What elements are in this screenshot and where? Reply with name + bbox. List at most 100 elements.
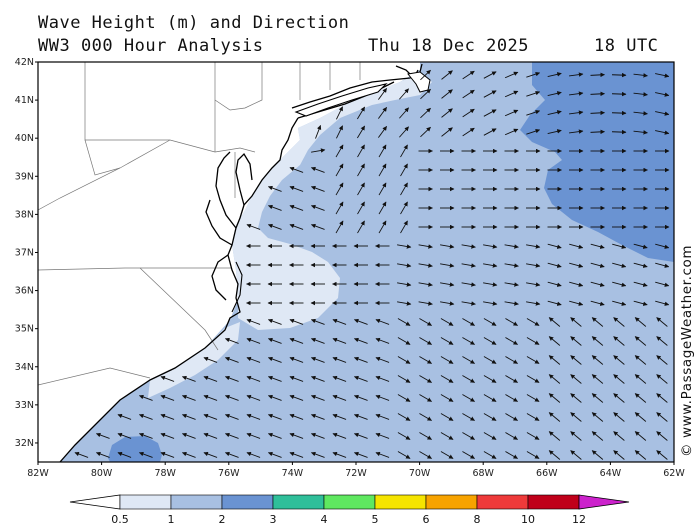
wave-arrow — [397, 244, 412, 249]
wave-arrow — [505, 394, 518, 402]
wave-arrow — [634, 393, 647, 403]
wave-arrow — [224, 394, 239, 401]
wave-arrow — [356, 106, 366, 120]
wave-arrow — [289, 318, 304, 325]
wave-arrow — [335, 220, 344, 234]
wave-arrow — [462, 451, 475, 459]
wave-arrow — [400, 144, 408, 158]
wave-arrow — [267, 375, 282, 382]
lat-tick-label: 33N — [15, 400, 34, 411]
lon-tick-label: 64W — [600, 468, 622, 479]
wave-arrow — [634, 450, 647, 460]
wave-arrow — [289, 432, 304, 439]
wave-arrow — [332, 432, 347, 439]
longitude-axis: 82W 80W 78W 76W 74W 72W 70W 68W 66W 64W 62W — [27, 462, 685, 479]
wave-arrow — [246, 375, 261, 382]
wave-arrow — [181, 375, 196, 382]
wave-arrow — [419, 337, 432, 345]
wave-arrow — [613, 355, 625, 365]
wave-arrow — [117, 413, 132, 420]
lon-tick-label: 68W — [472, 468, 494, 479]
wave-arrow — [335, 144, 344, 158]
legend-swatch — [323, 494, 376, 510]
wave-arrow — [246, 318, 261, 325]
wave-arrow — [267, 204, 282, 211]
wave-arrow — [547, 91, 562, 97]
wave-arrow — [483, 71, 497, 79]
wave-arrow — [310, 394, 325, 401]
lat-tick-label: 36N — [15, 286, 34, 297]
wave-arrow — [375, 375, 390, 382]
wave-arrow — [461, 301, 476, 306]
lat-tick-label: 32N — [15, 438, 34, 449]
wave-arrow — [420, 69, 431, 81]
wave-arrow — [400, 220, 408, 234]
wave-arrow — [504, 244, 519, 249]
wave-arrow — [336, 125, 343, 139]
wave-arrow — [246, 432, 261, 439]
lat-tick-label: 37N — [15, 247, 34, 258]
wave-arrow — [548, 450, 561, 460]
wave-arrow — [569, 262, 584, 268]
wave-arrow — [655, 281, 670, 287]
state-borders — [38, 62, 361, 386]
wave-arrow — [570, 355, 582, 365]
wave-arrow — [462, 70, 475, 80]
wave-arrow — [634, 355, 647, 365]
wave-arrow — [246, 356, 261, 363]
wave-arrow — [570, 431, 582, 441]
wave-arrow — [655, 130, 670, 135]
wave-arrow — [397, 356, 411, 364]
wave-arrow — [548, 355, 561, 365]
wave-arrow — [655, 111, 670, 116]
wave-arrow — [310, 356, 325, 363]
wave-arrow — [633, 92, 648, 97]
wave-arrow — [400, 182, 408, 196]
wave-arrow — [310, 413, 325, 420]
wave-arrow — [353, 337, 368, 344]
wave-arrow — [420, 107, 431, 119]
wave-arrow — [224, 413, 239, 420]
wave-arrow — [335, 182, 344, 196]
wave-arrow — [591, 336, 604, 346]
wave-arrow — [267, 432, 282, 439]
wave-arrow — [483, 375, 497, 383]
wave-arrow — [440, 244, 455, 249]
wave-band-0.5-1m-south — [148, 322, 240, 398]
wave-arrow — [375, 337, 390, 344]
wave-arrow — [267, 185, 282, 192]
lat-tick-label: 40N — [15, 133, 34, 144]
wave-arrow — [224, 451, 239, 458]
wave-arrow — [397, 318, 411, 326]
legend-label: 0.5 — [111, 513, 129, 525]
legend-arrow-high — [578, 494, 630, 510]
wave-arrow — [483, 356, 497, 364]
lat-tick-label: 41N — [15, 95, 34, 106]
wave-arrow — [335, 163, 344, 177]
wave-arrow — [656, 355, 668, 365]
lon-tick-label: 76W — [218, 468, 240, 479]
wave-arrow — [570, 317, 582, 327]
wave-arrow — [656, 450, 668, 460]
wave-arrow — [378, 144, 387, 158]
wave-arrow — [353, 375, 368, 382]
wave-arrow — [591, 450, 604, 460]
wave-arrow — [634, 412, 647, 422]
wave-arrow — [203, 451, 218, 458]
wave-arrow — [483, 301, 498, 306]
wave-arrow — [526, 413, 540, 421]
legend-arrow-low — [69, 494, 121, 510]
wave-arrow — [378, 220, 387, 234]
lon-tick-label: 80W — [91, 468, 113, 479]
wave-arrow — [375, 413, 390, 420]
wave-arrow — [332, 337, 347, 344]
legend-swatch — [527, 494, 580, 510]
wave-arrow — [289, 337, 304, 344]
wave-arrow — [505, 451, 518, 459]
wave-arrow — [357, 201, 365, 215]
wave-arrow — [633, 130, 648, 135]
lon-tick-label: 72W — [345, 468, 367, 479]
wave-arrow — [505, 318, 518, 326]
wave-arrow — [246, 413, 261, 420]
coastline — [59, 63, 423, 462]
